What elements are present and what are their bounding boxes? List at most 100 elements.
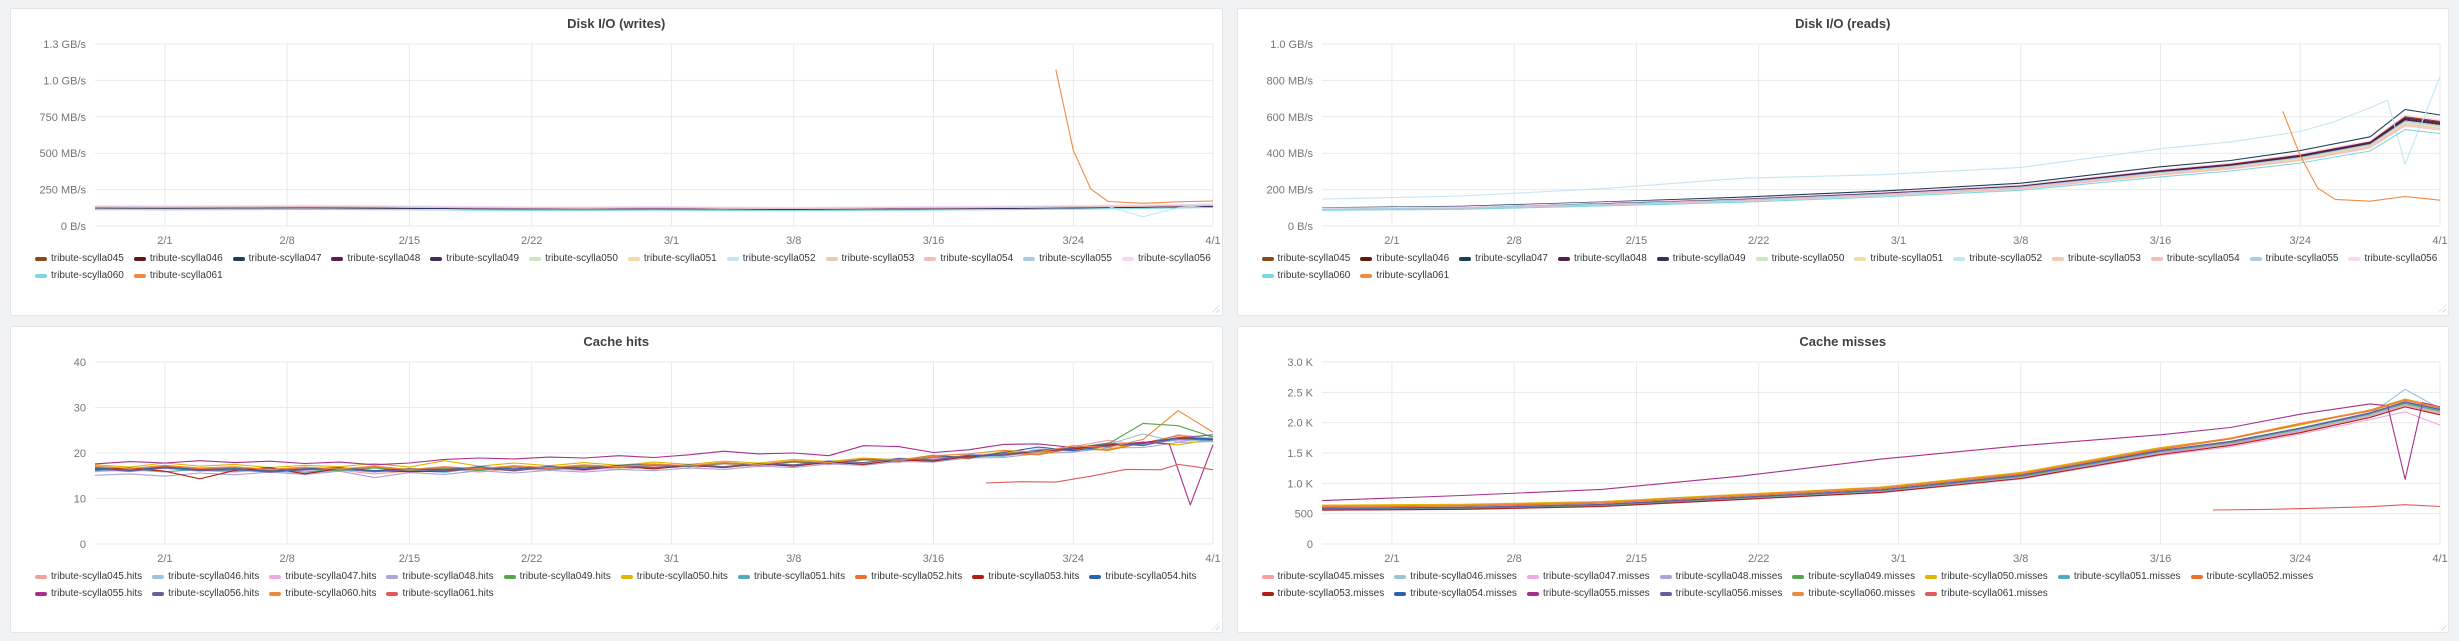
legend-item-tribute-scylla046.misses[interactable]: tribute-scylla046.misses — [1394, 569, 1517, 585]
y-tick-label: 1.0 K — [1287, 478, 1313, 490]
legend-item-tribute-scylla052.hits[interactable]: tribute-scylla052.hits — [855, 569, 962, 585]
legend-item-tribute-scylla051[interactable]: tribute-scylla051 — [627, 251, 717, 267]
legend-item-tribute-scylla050[interactable]: tribute-scylla050 — [529, 251, 618, 267]
panel-title-cache-hits[interactable]: Cache hits — [583, 333, 650, 349]
series-line-tribute-scylla055.misses — [1321, 401, 2440, 501]
legend-item-tribute-scylla056[interactable]: tribute-scylla056 — [2348, 251, 2437, 267]
legend-item-tribute-scylla060[interactable]: tribute-scylla060 — [1261, 268, 1350, 284]
panel-legend-disk-io-reads: tribute-scylla045 tribute-scylla046 tribut… — [1238, 250, 2449, 315]
legend-item-tribute-scylla046.hits[interactable]: tribute-scylla046.hits — [152, 569, 259, 585]
legend-swatch-icon — [1659, 574, 1672, 579]
legend-item-tribute-scylla047.hits[interactable]: tribute-scylla047.hits — [269, 569, 376, 585]
legend-item-tribute-scylla053.misses[interactable]: tribute-scylla053.misses — [1261, 586, 1384, 602]
panel-cache-hits: Cache hits 2/1 2/8 2/15 2/22 3/1 3/8 3/16 3/24 4/… — [10, 325, 1223, 633]
series-line-tribute-scylla055 — [1321, 120, 2440, 210]
series-line-tribute-scylla049 — [94, 205, 1214, 210]
legend-item-tribute-scylla047[interactable]: tribute-scylla047 — [1459, 251, 1548, 267]
legend-item-tribute-scylla049[interactable]: tribute-scylla049 — [1656, 251, 1746, 267]
legend-item-tribute-scylla051[interactable]: tribute-scylla051 — [1854, 251, 1943, 267]
legend-item-tribute-scylla045.hits[interactable]: tribute-scylla045.hits — [35, 569, 142, 585]
y-tick-label: 800 MB/s — [1266, 75, 1313, 87]
x-tick-label: 2/1 — [157, 553, 172, 565]
legend-item-tribute-scylla053[interactable]: tribute-scylla053 — [825, 251, 914, 267]
legend-item-tribute-scylla061.hits[interactable]: tribute-scylla061.hits — [386, 586, 494, 602]
legend-label: tribute-scylla060.hits — [285, 587, 377, 599]
legend-item-tribute-scylla046[interactable]: tribute-scylla046 — [133, 251, 223, 267]
panel-resize-handle[interactable] — [2438, 304, 2446, 313]
legend-swatch-icon — [152, 574, 165, 579]
legend-item-tribute-scylla050.misses[interactable]: tribute-scylla050.misses — [1925, 569, 2048, 585]
legend-item-tribute-scylla050.hits[interactable]: tribute-scylla050.hits — [620, 569, 728, 585]
panel-resize-handle[interactable] — [1211, 622, 1220, 630]
legend-item-tribute-scylla060.hits[interactable]: tribute-scylla060.hits — [269, 586, 376, 602]
x-tick-label: 2/1 — [1384, 235, 1399, 247]
legend-item-tribute-scylla056.misses[interactable]: tribute-scylla056.misses — [1659, 586, 1782, 602]
legend-item-tribute-scylla056[interactable]: tribute-scylla056 — [1121, 251, 1211, 267]
legend-item-tribute-scylla061[interactable]: tribute-scylla061 — [1360, 268, 1449, 284]
legend-item-tribute-scylla045[interactable]: tribute-scylla045 — [35, 251, 124, 267]
legend-item-tribute-scylla055.misses[interactable]: tribute-scylla055.misses — [1526, 586, 1650, 602]
y-tick-label: 1.3 GB/s — [43, 39, 86, 51]
legend-item-tribute-scylla060[interactable]: tribute-scylla060 — [35, 268, 124, 284]
legend-item-tribute-scylla049[interactable]: tribute-scylla049 — [430, 251, 519, 267]
panel-resize-handle[interactable] — [1211, 304, 1220, 313]
legend-item-tribute-scylla047.misses[interactable]: tribute-scylla047.misses — [1526, 569, 1650, 585]
legend-item-tribute-scylla052[interactable]: tribute-scylla052 — [726, 251, 816, 267]
legend-item-tribute-scylla045[interactable]: tribute-scylla045 — [1261, 251, 1350, 267]
legend-item-tribute-scylla049.misses[interactable]: tribute-scylla049.misses — [1792, 569, 1915, 585]
legend-item-tribute-scylla048.hits[interactable]: tribute-scylla048.hits — [386, 569, 494, 585]
legend-item-tribute-scylla052[interactable]: tribute-scylla052 — [1953, 251, 2042, 267]
legend-item-tribute-scylla051.hits[interactable]: tribute-scylla051.hits — [737, 569, 845, 585]
legend-item-tribute-scylla060.misses[interactable]: tribute-scylla060.misses — [1792, 586, 1915, 602]
legend-swatch-icon — [825, 257, 838, 261]
x-tick-label: 2/1 — [1384, 553, 1399, 565]
legend-swatch-icon — [269, 574, 282, 579]
legend-swatch-icon — [269, 591, 282, 596]
legend-label: tribute-scylla054.misses — [1410, 587, 1517, 599]
legend-item-tribute-scylla054.misses[interactable]: tribute-scylla054.misses — [1394, 586, 1517, 602]
x-tick-label: 2/8 — [280, 235, 295, 247]
panel-legend-disk-io-writes: tribute-scylla045 tribute-scylla046 tribut… — [11, 250, 1222, 315]
panel-title-cache-misses[interactable]: Cache misses — [1799, 333, 1887, 349]
panel-title-disk-io-writes[interactable]: Disk I/O (writes) — [567, 16, 666, 31]
legend-item-tribute-scylla052.misses[interactable]: tribute-scylla052.misses — [2190, 569, 2313, 585]
legend-item-tribute-scylla047[interactable]: tribute-scylla047 — [232, 251, 321, 267]
x-tick-label: 3/1 — [664, 235, 679, 247]
x-tick-label: 4/1 — [2432, 553, 2447, 565]
legend-label: tribute-scylla049 — [1672, 253, 1746, 264]
legend-item-tribute-scylla056.hits[interactable]: tribute-scylla056.hits — [152, 586, 259, 602]
legend-label: tribute-scylla056 — [1137, 253, 1211, 264]
legend-item-tribute-scylla050[interactable]: tribute-scylla050 — [1755, 251, 1844, 267]
legend-item-tribute-scylla055[interactable]: tribute-scylla055 — [1023, 251, 1112, 267]
legend-swatch-icon — [1925, 574, 1938, 579]
legend-item-tribute-scylla048.misses[interactable]: tribute-scylla048.misses — [1659, 569, 1782, 585]
legend-item-tribute-scylla053.hits[interactable]: tribute-scylla053.hits — [972, 569, 1079, 585]
legend-label: tribute-scylla051.misses — [2073, 570, 2181, 582]
legend-item-tribute-scylla055[interactable]: tribute-scylla055 — [2249, 251, 2338, 267]
panel-resize-handle[interactable] — [2438, 622, 2446, 630]
y-tick-label: 0 — [1306, 539, 1312, 551]
legend-label: tribute-scylla047 — [1475, 253, 1548, 264]
series-line-tribute-scylla047.misses — [1321, 410, 2440, 511]
x-tick-label: 2/8 — [280, 553, 295, 565]
legend-swatch-icon — [726, 257, 739, 261]
legend-item-tribute-scylla048[interactable]: tribute-scylla048 — [331, 251, 420, 267]
legend-label: tribute-scylla061 — [1376, 270, 1450, 281]
legend-item-tribute-scylla049.hits[interactable]: tribute-scylla049.hits — [503, 569, 611, 585]
legend-item-tribute-scylla053[interactable]: tribute-scylla053 — [2052, 251, 2141, 267]
legend-label: tribute-scylla047.misses — [1542, 570, 1650, 582]
series-line-tribute-scylla056 — [1321, 114, 2440, 209]
legend-item-tribute-scylla045.misses[interactable]: tribute-scylla045.misses — [1261, 569, 1384, 585]
legend-item-tribute-scylla061[interactable]: tribute-scylla061 — [133, 268, 223, 284]
series-line-tribute-scylla061.misses — [2212, 503, 2440, 511]
legend-swatch-icon — [1925, 591, 1938, 596]
legend-item-tribute-scylla054.hits[interactable]: tribute-scylla054.hits — [1089, 569, 1197, 585]
panel-title-disk-io-reads[interactable]: Disk I/O (reads) — [1795, 16, 1891, 31]
legend-item-tribute-scylla054[interactable]: tribute-scylla054 — [2150, 251, 2240, 267]
legend-item-tribute-scylla061.misses[interactable]: tribute-scylla061.misses — [1925, 586, 2048, 602]
legend-item-tribute-scylla054[interactable]: tribute-scylla054 — [924, 251, 1013, 267]
legend-item-tribute-scylla048[interactable]: tribute-scylla048 — [1557, 251, 1647, 267]
legend-item-tribute-scylla051.misses[interactable]: tribute-scylla051.misses — [2057, 569, 2181, 585]
legend-item-tribute-scylla055.hits[interactable]: tribute-scylla055.hits — [35, 586, 142, 602]
legend-item-tribute-scylla046[interactable]: tribute-scylla046 — [1360, 251, 1449, 267]
